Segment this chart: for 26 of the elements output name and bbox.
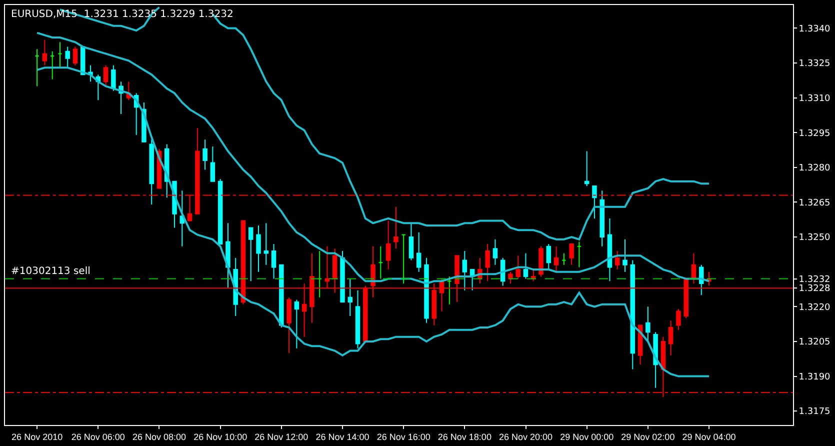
y-tick-label: 1.3190 [798, 372, 831, 382]
x-tick-label: 26 Nov 2010 [12, 432, 63, 442]
y-tick-label: 1.3175 [798, 407, 830, 418]
x-tick-label: 26 Nov 18:00 [438, 432, 492, 442]
y-tick-label: 1.3280 [798, 164, 831, 174]
x-tick-label: 26 Nov 16:00 [376, 432, 430, 442]
x-tick-label: 26 Nov 06:00 [71, 432, 125, 442]
y-tick-label: 1.3325 [798, 59, 830, 70]
x-tick-label: 26 Nov 20:00 [498, 432, 553, 442]
x-tick-label: 29 Nov 04:00 [682, 432, 736, 442]
y-tick-label: 1.3250 [798, 233, 831, 244]
y-tick-label: 1.3265 [798, 198, 830, 208]
x-tick-label: 26 Nov 08:00 [132, 432, 186, 442]
x-tick-label: 26 Nov 14:00 [316, 432, 370, 442]
x-tick-label: 29 Nov 02:00 [621, 432, 675, 442]
ref-line-label: #10302113 sell [11, 266, 90, 277]
x-tick-label: 29 Nov 00:00 [560, 432, 614, 442]
y-tick-label: 1.3310 [798, 94, 831, 104]
y-tick-label: 1.3205 [798, 338, 830, 348]
x-tick-label: 26 Nov 12:00 [254, 432, 308, 442]
y-tick-label: 1.3232 [798, 274, 830, 285]
x-tick-label: 26 Nov 10:00 [194, 432, 248, 442]
y-tick-label: 1.3295 [798, 128, 830, 139]
y-tick-label: 1.3340 [798, 24, 831, 34]
y-tick-label: 1.3220 [798, 302, 831, 313]
y-tick-label: 1.3228 [798, 284, 831, 294]
